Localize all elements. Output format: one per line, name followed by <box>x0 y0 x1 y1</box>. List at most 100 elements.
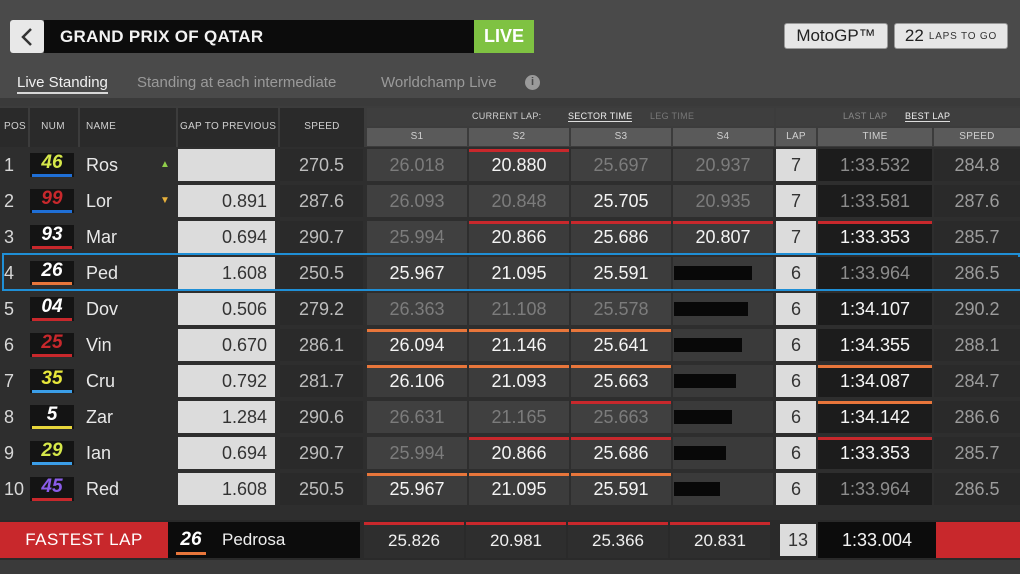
fastest-lap-lap: 13 <box>780 524 816 556</box>
gap-cell: 0.694 <box>178 221 275 253</box>
rider-number-text: 29 <box>41 440 63 461</box>
table-row[interactable]: 3 93 Mar 0.694 290.7 25.994 20.866 25.686 20.807… <box>0 219 1020 255</box>
header-cell-time <box>818 128 932 146</box>
sector-1-cell: 25.967 <box>367 257 467 289</box>
rider-name: Lor <box>86 191 113 211</box>
toggle-leg-time[interactable]: LEG TIME <box>650 111 695 121</box>
sector-1-cell: 25.967 <box>367 473 467 505</box>
best-lap-speed: 284.7 <box>934 365 1020 397</box>
toggle-last-lap[interactable]: LAST LAP <box>843 111 888 121</box>
sector-2-cell: 21.108 <box>469 293 569 325</box>
col-pos: POS <box>3 121 27 132</box>
col-lap: LAP <box>786 131 806 142</box>
info-icon[interactable]: i <box>525 75 540 90</box>
lap-cell: 6 <box>776 365 816 397</box>
col-gap: GAP TO PREVIOUS <box>180 121 277 132</box>
sector-2-cell: 20.880 <box>469 149 569 181</box>
table-row[interactable]: 8 5 Zar 1.284 290.6 26.631 21.165 25.663 6 1:34.1… <box>0 399 1020 435</box>
best-lap-speed: 288.1 <box>934 329 1020 361</box>
fastest-lap-number: 26 <box>180 529 202 550</box>
table-row[interactable]: 10 45 Red 1.608 250.5 25.967 21.095 25.591 6 1:33… <box>0 471 1020 507</box>
sector-3-cell: 25.663 <box>571 401 671 433</box>
sector-2-cell: 21.095 <box>469 473 569 505</box>
best-lap-time: 1:34.107 <box>818 293 932 325</box>
tab-standing-intermediate[interactable]: Standing at each intermediate <box>137 74 337 91</box>
toggle-sector-time[interactable]: SECTOR TIME <box>568 111 633 122</box>
best-lap-time: 1:33.532 <box>818 149 932 181</box>
sector-4-progress-bar <box>674 446 726 460</box>
laps-to-go-label: LAPS TO GO <box>928 30 998 42</box>
sector-2-cell: 20.848 <box>469 185 569 217</box>
table-row[interactable]: 4 26 Ped 1.608 250.5 25.967 21.095 25.591 6 1:33.… <box>0 255 1020 291</box>
col-num: NUM <box>41 121 65 132</box>
fastest-lap-s3: 25.366 <box>568 522 668 558</box>
fastest-lap-s4: 20.831 <box>670 522 770 558</box>
table-row[interactable]: 5 04 Dov 0.506 279.2 26.363 21.108 25.578 6 1:34.… <box>0 291 1020 327</box>
header-cell-s3 <box>571 128 671 146</box>
sector-marker <box>469 473 569 476</box>
lap-cell: 6 <box>776 293 816 325</box>
rider-number-text: 35 <box>41 368 63 389</box>
gap-cell: 0.694 <box>178 437 275 469</box>
tab-worldchamp-live[interactable]: Worldchamp Live <box>381 74 497 91</box>
position-cell: 6 <box>4 335 15 355</box>
sector-marker <box>571 401 671 404</box>
speed-cell: 281.7 <box>280 365 363 397</box>
col-time: TIME <box>862 131 888 142</box>
chevron-left-icon <box>21 27 32 46</box>
sector-1-cell: 26.018 <box>367 149 467 181</box>
sector-2-cell: 20.866 <box>469 221 569 253</box>
sector-marker <box>469 437 569 440</box>
speed-cell: 250.5 <box>280 257 363 289</box>
table-row[interactable]: 6 25 Vin 0.670 286.1 26.094 21.146 25.641 6 1:34.… <box>0 327 1020 363</box>
sector-marker <box>571 473 671 476</box>
speed-cell: 290.7 <box>280 221 363 253</box>
best-lap-speed: 286.5 <box>934 473 1020 505</box>
rider-number-text: 99 <box>41 188 63 209</box>
sector-4-progress-bar <box>674 374 736 388</box>
header-cell-pos <box>0 108 28 147</box>
toggle-best-lap[interactable]: BEST LAP <box>905 111 951 122</box>
rider-name: Dov <box>86 299 119 319</box>
rider-number-text: 46 <box>41 152 63 173</box>
position-cell: 8 <box>4 407 15 427</box>
sector-marker <box>469 329 569 332</box>
table-row[interactable]: 2 99 Lor ▼ 0.891 287.6 26.093 20.848 25.705 20.93… <box>0 183 1020 219</box>
rider-number-text: 5 <box>46 404 58 425</box>
position-up-icon: ▲ <box>160 159 170 170</box>
best-lap-time: 1:33.353 <box>818 437 932 469</box>
sector-3-cell: 25.686 <box>571 437 671 469</box>
table-row[interactable]: 7 35 Cru 0.792 281.7 26.106 21.093 25.663 6 1:34.… <box>0 363 1020 399</box>
sector-1-cell: 25.994 <box>367 221 467 253</box>
speed-cell: 290.7 <box>280 437 363 469</box>
back-button[interactable] <box>10 20 44 53</box>
col-s4: S4 <box>716 131 730 142</box>
live-badge: LIVE <box>474 20 534 53</box>
sector-3-cell: 25.697 <box>571 149 671 181</box>
gap-cell: 1.284 <box>178 401 275 433</box>
race-title-box: GRAND PRIX OF QATAR <box>44 20 474 53</box>
fastest-lap-s1: 25.826 <box>364 522 464 558</box>
header-cell-gap <box>178 108 278 147</box>
fastest-lap-bar: FASTEST LAP 26 Pedrosa 25.826 20.981 25.… <box>0 520 1020 560</box>
col-s1: S1 <box>410 131 424 142</box>
sector-1-cell: 25.994 <box>367 437 467 469</box>
best-lap-marker <box>818 365 932 368</box>
rider-team-bar <box>32 282 72 285</box>
table-row[interactable]: 9 29 Ian 0.694 290.7 25.994 20.866 25.686 6 1:33.… <box>0 435 1020 471</box>
table-row[interactable]: 1 46 Ros ▲ 270.5 26.018 20.880 25.697 20.937 7 1:3… <box>0 147 1020 183</box>
sector-marker <box>367 329 467 332</box>
rider-number: 25 <box>30 333 74 357</box>
rider-team-bar <box>32 390 72 393</box>
sector-marker <box>469 221 569 224</box>
speed-cell: 279.2 <box>280 293 363 325</box>
tab-live-standing[interactable]: Live Standing <box>17 74 108 94</box>
class-selector-button[interactable]: MotoGP™ <box>784 23 888 49</box>
sector-marker <box>571 365 671 368</box>
sector-4-cell: 20.935 <box>673 185 773 217</box>
best-lap-speed: 284.8 <box>934 149 1020 181</box>
speed-cell: 287.6 <box>280 185 363 217</box>
rider-number-text: 93 <box>41 224 63 245</box>
sector-3-cell: 25.578 <box>571 293 671 325</box>
fastest-lap-label: FASTEST LAP <box>0 522 168 558</box>
